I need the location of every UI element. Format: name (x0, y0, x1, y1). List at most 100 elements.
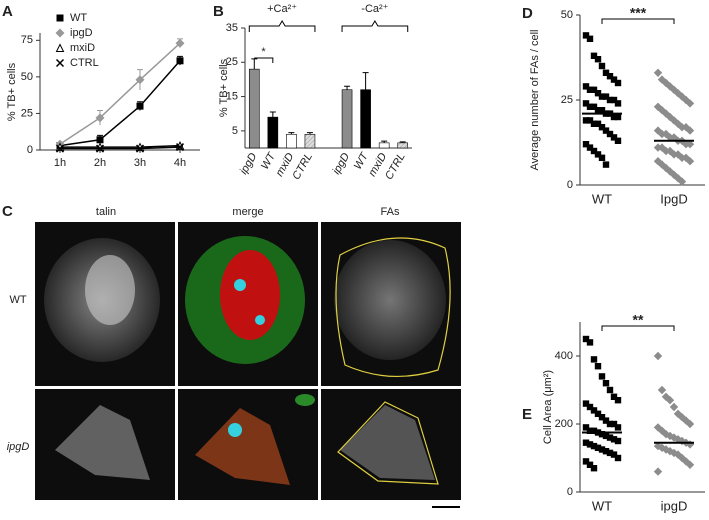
y-axis-label: % TB+ cells (6, 62, 18, 121)
marker (606, 420, 614, 428)
significance-bracket (601, 18, 675, 24)
error-bar (269, 111, 276, 118)
bar (397, 142, 409, 149)
y-tick-label: 0 (567, 486, 573, 498)
marker (677, 177, 687, 186)
y-tick-label: 0 (27, 144, 33, 156)
y-tick-label: 75 (21, 34, 33, 46)
marker (55, 144, 65, 153)
column-header: merge (232, 206, 263, 218)
marker (685, 419, 695, 429)
marker (606, 73, 614, 80)
marker (590, 407, 598, 414)
marker (598, 414, 606, 421)
x-tick-label: 3h (134, 157, 146, 169)
marker (614, 454, 622, 462)
marker (602, 432, 610, 440)
x-tick-label: ipgD (330, 151, 352, 177)
marker (582, 439, 590, 446)
x-tick-label: ipgD (661, 498, 688, 513)
marker (55, 28, 65, 38)
marker (582, 117, 590, 124)
significance: * (261, 46, 266, 58)
marker (598, 124, 606, 131)
marker (590, 442, 598, 450)
y-tick-label: 200 (555, 418, 573, 430)
panel-label: B (213, 3, 224, 20)
bar (360, 89, 371, 149)
marker (586, 86, 594, 93)
y-axis-label: Cell Area (μm²) (542, 370, 554, 444)
marker (594, 363, 602, 370)
marker (582, 141, 590, 148)
marker (614, 437, 622, 445)
marker (594, 107, 602, 114)
marker (669, 402, 679, 412)
marker (175, 38, 185, 48)
group-label: +Ca²⁺ (267, 3, 297, 15)
error-bar (399, 141, 406, 143)
marker (55, 58, 65, 68)
x-tick-label: 1h (54, 157, 66, 169)
marker (590, 147, 598, 155)
column-header: FAs (381, 206, 400, 218)
error-bar (362, 72, 369, 90)
marker (95, 113, 105, 123)
marker (614, 79, 622, 87)
marker (606, 386, 614, 394)
marker (590, 465, 598, 472)
marker (602, 417, 610, 424)
error-bar (381, 140, 388, 143)
y-tick-label: 35 (226, 22, 238, 34)
y-axis-label: Average number of FAs / cell (529, 29, 541, 170)
marker (176, 57, 184, 65)
marker (657, 385, 667, 395)
marker (582, 100, 590, 107)
marker (135, 144, 145, 153)
x-tick-label: WT (592, 498, 612, 513)
marker (610, 76, 618, 83)
y-tick-label: 400 (555, 350, 573, 362)
series-line (60, 146, 181, 150)
significance: ** (633, 312, 644, 328)
marker (590, 86, 598, 93)
marker (590, 52, 598, 59)
marker (606, 434, 614, 441)
marker (610, 393, 618, 400)
marker (685, 126, 695, 135)
error-bar (306, 132, 313, 135)
marker (614, 397, 622, 404)
series-line (60, 144, 181, 148)
bar (286, 133, 297, 149)
marker (610, 436, 618, 443)
marker (606, 130, 614, 138)
column-header: talin (96, 206, 116, 218)
marker (610, 113, 618, 121)
marker (95, 144, 105, 153)
y-tick-label: 50 (561, 9, 573, 21)
significance-bracket (254, 57, 274, 63)
marker (586, 117, 594, 124)
marker (606, 96, 614, 104)
series-line (59, 42, 181, 145)
marker (594, 56, 602, 63)
marker (653, 467, 663, 476)
group-brace (248, 20, 316, 32)
marker (602, 127, 610, 134)
bar (304, 133, 316, 149)
marker (614, 424, 622, 431)
marker (586, 103, 594, 110)
bar (378, 142, 390, 149)
y-axis-label: % TB+ cells (218, 58, 230, 117)
marker (56, 14, 64, 22)
group-brace (341, 20, 409, 32)
group-label: -Ca²⁺ (361, 3, 388, 15)
marker (96, 136, 104, 144)
marker (653, 68, 663, 77)
y-tick-label: 15 (226, 90, 238, 102)
error-bar (288, 132, 295, 135)
y-tick-label: 5 (232, 125, 238, 137)
x-tick-label: 4h (174, 157, 186, 169)
marker (135, 75, 145, 85)
